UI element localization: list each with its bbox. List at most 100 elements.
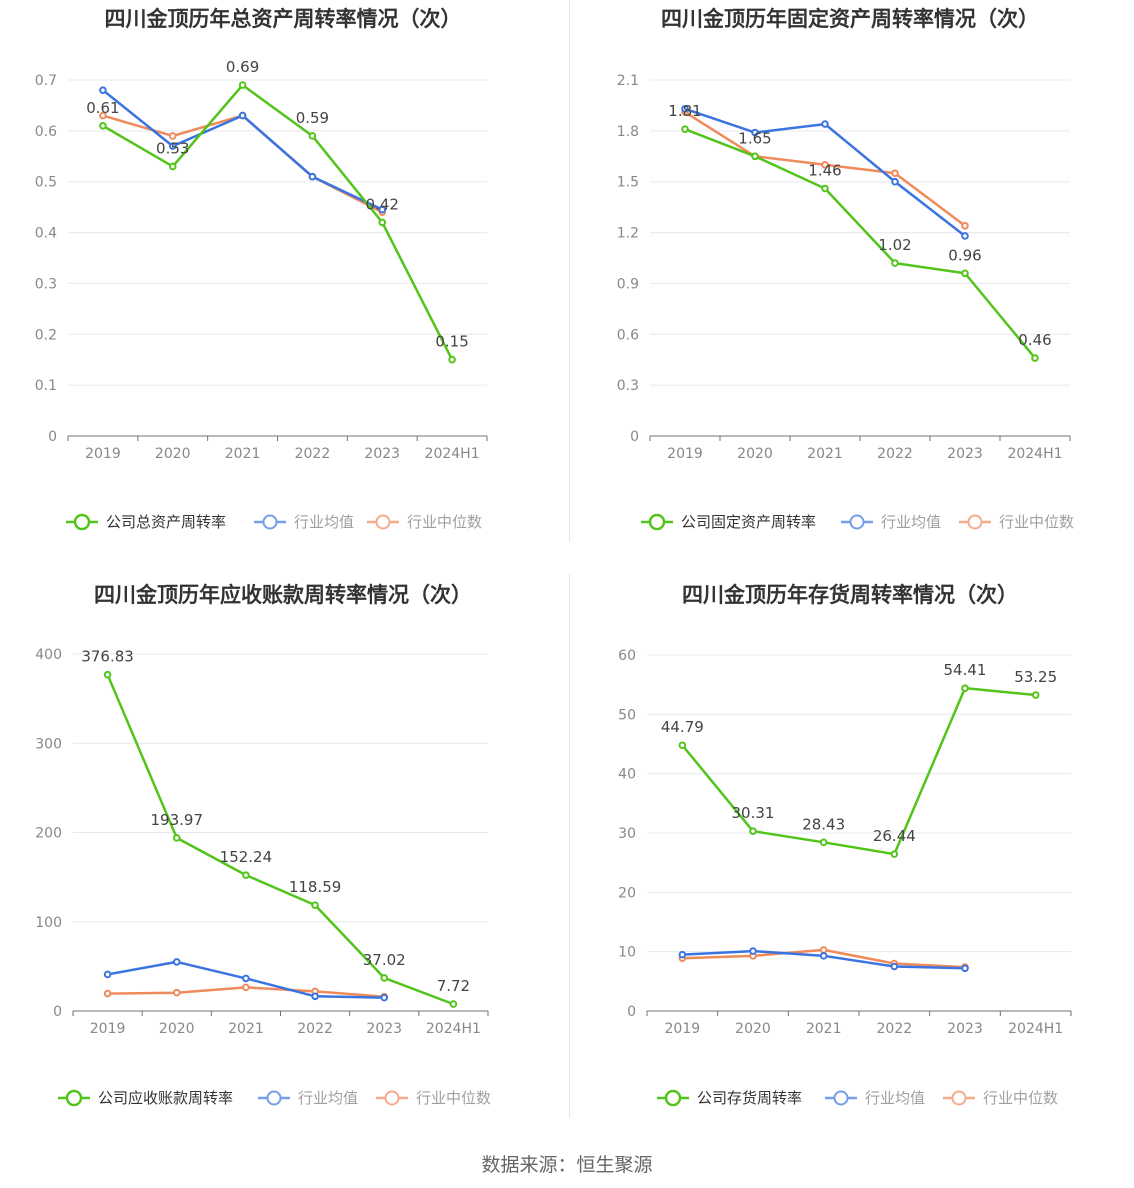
data-label: 1.46: [808, 161, 841, 179]
x-tick-label: 2023: [366, 1021, 402, 1037]
y-tick-label: 40: [618, 767, 636, 783]
company-series-point: [242, 871, 250, 879]
data-label: 1.02: [878, 236, 911, 254]
x-tick-label: 2022: [877, 1021, 913, 1037]
chart-total-asset-turnover: 四川金顶历年总资产周转率情况（次） 0 0.1 0.2 0.3 0.4 0.5 0.6 0.7 2…: [0, 0, 567, 574]
industry-median-series-line: [102, 114, 383, 214]
company-series-point: [891, 259, 899, 267]
industry-average-series-point: [891, 177, 899, 186]
y-tick-label: 50: [618, 707, 636, 723]
company-series-point: [238, 81, 247, 89]
data-label: 28.43: [802, 815, 845, 833]
data-label: 0.53: [156, 139, 189, 157]
data-label: 0.42: [366, 195, 399, 213]
x-tick-label: 2021: [806, 1021, 842, 1037]
data-label: 1.65: [738, 129, 771, 147]
chart-title: 四川金顶历年存货周转率情况（次）: [682, 583, 1018, 607]
data-label: 0.59: [296, 109, 329, 127]
y-tick-label: 0: [627, 1004, 636, 1020]
legend-marker: [833, 1090, 849, 1106]
legend-item-industry-average-series: 行业均值: [254, 513, 354, 531]
company-series-point: [449, 1000, 458, 1008]
data-label: 7.72: [437, 977, 470, 995]
legend-item-company-series: 公司应收账款周转率: [58, 1089, 233, 1107]
y-tick-label: 0.3: [35, 276, 57, 292]
legend-label: 公司应收账款周转率: [98, 1089, 233, 1107]
legend-item-industry-median-series: 行业中位数: [376, 1089, 491, 1107]
industry-average-series-point: [378, 205, 387, 214]
company-series-point: [311, 901, 319, 909]
industry-median-series-point: [172, 988, 181, 997]
data-label: 44.79: [661, 718, 704, 736]
chart-title: 四川金顶历年总资产周转率情况（次）: [105, 7, 462, 31]
data-label: 26.44: [873, 827, 916, 845]
y-tick-label: 1.5: [617, 175, 639, 191]
data-label: 0.15: [435, 333, 468, 351]
industry-median-series-point: [99, 111, 107, 120]
company-series-point: [678, 741, 687, 750]
y-tick-label: 0.9: [617, 276, 639, 292]
legend-marker: [951, 1090, 967, 1106]
industry-average-series-point: [681, 105, 689, 113]
x-tick-label: 2023: [947, 1021, 983, 1037]
chart-inventory-turnover: 四川金顶历年存货周转率情况（次） 0 10 20 30 40 50 60 2019 2020 202…: [567, 574, 1134, 1148]
chart-title: 四川金顶历年固定资产周转率情况（次）: [661, 7, 1039, 31]
x-tick-label: 2021: [225, 446, 261, 462]
legend-marker: [849, 514, 865, 530]
legend-marker: [73, 513, 91, 531]
company-series-point: [172, 834, 181, 842]
chart-svg: 四川金顶历年应收账款周转率情况（次） 0 100 200 300 400 2019 2020 2…: [35, 583, 491, 1107]
industry-median-series-point: [103, 989, 112, 998]
industry-median-series-point: [891, 169, 899, 178]
y-tick-label: 0.4: [35, 226, 57, 242]
x-tick-label: 2024H1: [1008, 1021, 1063, 1037]
industry-average-series-point: [308, 172, 317, 181]
company-series-point: [448, 355, 456, 364]
legend-item-company-series: 公司存货周转率: [657, 1089, 802, 1107]
legend-label: 行业中位数: [416, 1089, 491, 1107]
x-tick-label: 2019: [90, 1021, 126, 1037]
legend-marker: [262, 514, 278, 530]
y-tick-label: 0.6: [35, 124, 57, 140]
legend-marker: [266, 1090, 282, 1106]
company-series-line: [106, 674, 454, 1006]
x-tick-label: 2019: [667, 446, 703, 462]
chart-title: 四川金顶历年应收账款周转率情况（次）: [94, 583, 472, 607]
legend-marker: [648, 513, 666, 531]
chart-receivables-turnover: 四川金顶历年应收账款周转率情况（次） 0 100 200 300 400 2019 2020 2…: [0, 574, 567, 1148]
legend-label: 公司固定资产周转率: [681, 513, 816, 531]
company-series-point: [749, 827, 757, 835]
industry-average-series-point: [890, 962, 899, 971]
legend-item-industry-median-series: 行业中位数: [943, 1089, 1058, 1107]
legend-label: 行业中位数: [999, 513, 1074, 531]
x-tick-label: 2022: [297, 1021, 333, 1037]
x-tick-label: 2020: [737, 446, 773, 462]
industry-average-series-point: [99, 86, 107, 94]
y-tick-label: 1.8: [617, 124, 639, 140]
industry-average-series-point: [103, 970, 112, 979]
industry-median-series-point: [168, 132, 177, 140]
y-tick-label: 0.1: [35, 378, 57, 394]
y-tick-label: 0.6: [617, 327, 639, 343]
x-tick-label: 2020: [735, 1021, 771, 1037]
company-series-point: [819, 838, 828, 847]
data-label: 0.96: [948, 246, 981, 264]
x-tick-label: 2022: [877, 446, 913, 462]
company-series-point: [308, 132, 317, 140]
y-tick-label: 0.2: [35, 327, 57, 343]
data-label: 193.97: [151, 811, 204, 829]
legend-label: 行业均值: [298, 1089, 358, 1107]
data-label: 118.59: [289, 878, 342, 896]
legend-item-industry-average-series: 行业均值: [825, 1089, 925, 1107]
chart-fixed-asset-turnover: 四川金顶历年固定资产周转率情况（次） 0 0.3 0.6 0.9 1.2 1.5 1.8 2.1…: [567, 0, 1134, 574]
y-tick-label: 0: [53, 1004, 62, 1020]
y-tick-label: 300: [35, 736, 62, 752]
divider-top: [569, 0, 570, 542]
industry-average-series-point: [238, 111, 247, 120]
legend-label: 行业中位数: [983, 1089, 1058, 1107]
y-tick-label: 0.7: [35, 73, 57, 89]
industry-average-series-point: [819, 952, 828, 960]
chart-svg: 四川金顶历年存货周转率情况（次） 0 10 20 30 40 50 60 2019 2020 202…: [618, 583, 1072, 1107]
legend-label: 公司总资产周转率: [106, 513, 226, 531]
company-series-point: [380, 974, 389, 982]
